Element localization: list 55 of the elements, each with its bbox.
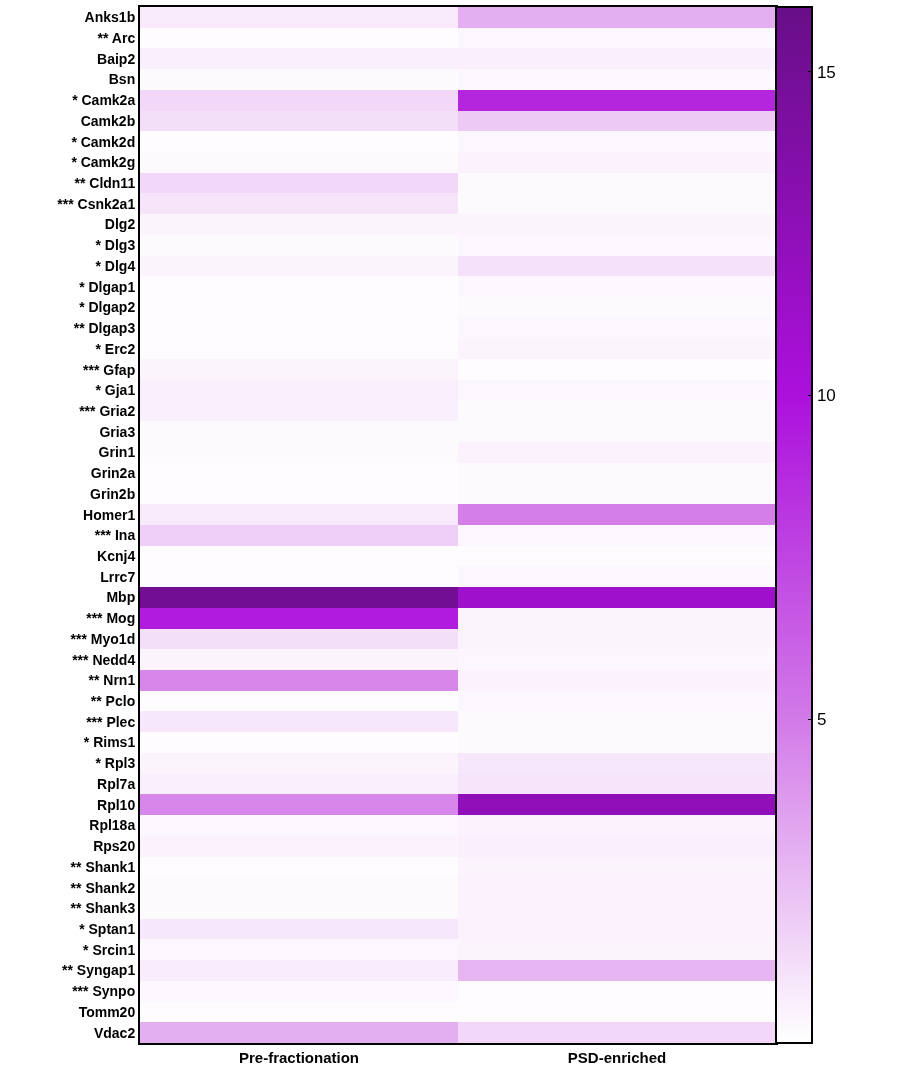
y-tick-label: * Dlgap1 (79, 278, 136, 295)
y-tick-label: Anks1b (84, 9, 136, 26)
y-tick-label: * Erc2 (95, 340, 136, 357)
y-tick-label: * Camk2d (71, 133, 136, 150)
y-tick-label: *** Myo1d (70, 630, 136, 647)
y-tick-label: ** Syngap1 (62, 962, 136, 979)
y-tick-label: Grin2b (90, 485, 136, 502)
y-tick-label: *** Csnk2a1 (57, 195, 136, 212)
y-tick-label: Rpl18a (89, 817, 136, 834)
y-tick-label: Rpl7a (97, 775, 136, 792)
y-tick-label: Bsn (108, 71, 136, 88)
y-tick-label: * Dlgap2 (79, 299, 136, 316)
y-tick-label: *** Gfap (83, 361, 136, 378)
y-tick-label: *** Gria2 (79, 402, 136, 419)
y-tick-label: * Sptan1 (79, 920, 136, 937)
y-tick-label: *** Synpo (72, 983, 136, 1000)
x-tick-label: Pre-fractionation (238, 1049, 360, 1066)
y-tick-label: ** Pclo (90, 693, 136, 710)
y-tick-label: ** Cldn11 (74, 175, 136, 192)
y-tick-label: *** Plec (86, 713, 136, 730)
y-tick-label: Rpl10 (97, 796, 136, 813)
y-tick-label: Dlg2 (104, 216, 136, 233)
y-tick-label: ** Dlgap3 (73, 320, 136, 337)
y-tick-label: Kcnj4 (97, 547, 136, 564)
y-tick-label: *** Mog (86, 610, 136, 627)
color-bar-label: 15 (816, 62, 836, 82)
y-tick-label: Grin2a (90, 465, 136, 482)
x-tick-label: PSD-enriched (567, 1049, 667, 1066)
y-tick-label: ** Shank2 (70, 879, 136, 896)
y-tick-label: * Srcin1 (83, 941, 136, 958)
y-tick-label: * Camk2g (71, 154, 136, 171)
y-tick-label: Gria3 (99, 423, 136, 440)
y-tick-label: Lrrc7 (100, 568, 136, 585)
y-tick-label: Vdac2 (93, 1024, 136, 1041)
color-bar-label: 5 (816, 710, 827, 730)
y-tick-label: * Dlg3 (95, 237, 136, 254)
y-tick-label: Rps20 (93, 838, 136, 855)
y-tick-label: Camk2b (80, 112, 136, 129)
y-tick-label: ** Shank3 (70, 900, 136, 917)
y-tick-label: * Dlg4 (95, 257, 136, 274)
y-tick-label: ** Arc (97, 29, 136, 46)
y-tick-label: ** Shank1 (70, 858, 136, 875)
y-tick-label: Tomm20 (78, 1003, 136, 1020)
y-tick-label: ** Nrn1 (88, 672, 136, 689)
y-tick-label: Homer1 (83, 506, 136, 523)
y-tick-label: * Gja1 (95, 382, 136, 399)
y-tick-label: *** Nedd4 (72, 651, 136, 668)
y-tick-label: * Rpl3 (95, 755, 136, 772)
y-tick-label: *** Ina (94, 527, 136, 544)
y-tick-label: Grin1 (98, 444, 136, 461)
y-tick-label: Baip2 (97, 50, 136, 67)
y-tick-label: Mbp (106, 589, 136, 606)
y-tick-label: * Camk2a (72, 92, 136, 109)
color-bar-label: 10 (816, 386, 836, 406)
y-tick-label: * Rims1 (83, 734, 136, 751)
